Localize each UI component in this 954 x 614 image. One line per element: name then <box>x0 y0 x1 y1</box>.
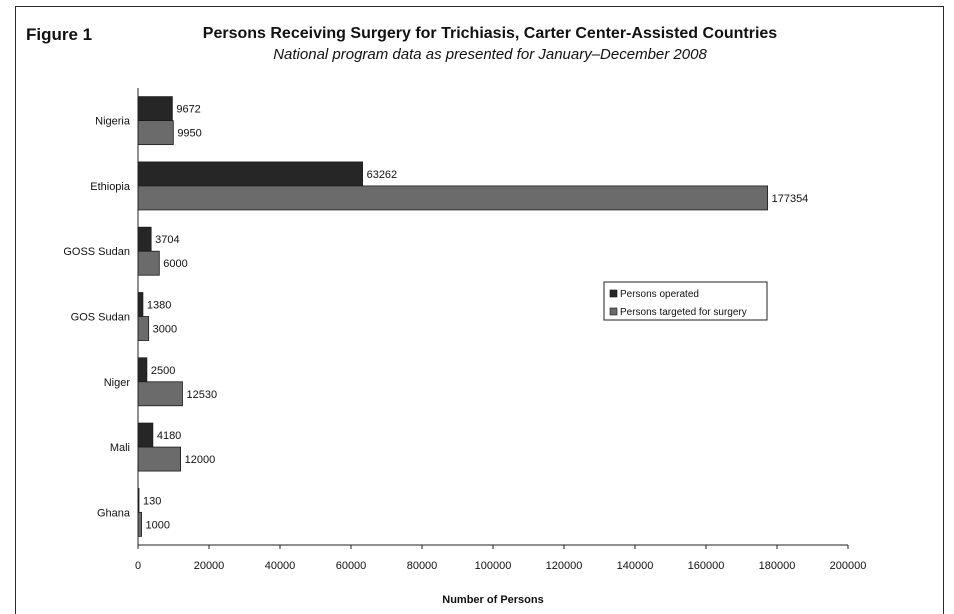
bar-targeted <box>137 120 174 146</box>
category-label: Niger <box>104 377 131 389</box>
category-label: Ethiopia <box>90 181 131 193</box>
data-label: 1380 <box>147 300 171 312</box>
figure-label: Figure 1 <box>26 25 93 44</box>
data-label: 130 <box>143 495 161 507</box>
x-tick-label: 140000 <box>617 560 654 572</box>
x-tick-label: 80000 <box>407 560 438 572</box>
x-tick-label: 180000 <box>759 560 796 572</box>
legend-label: Persons operated <box>620 289 699 300</box>
x-tick-label: 0 <box>135 560 141 572</box>
legend-label: Persons targeted for surgery <box>620 307 747 318</box>
category-label: Ghana <box>97 507 131 519</box>
bar-operated <box>137 292 144 317</box>
x-axis-title: Number of Persons <box>442 594 543 606</box>
category-label: Nigeria <box>95 116 131 128</box>
category-label: GOS Sudan <box>71 312 130 324</box>
x-tick-label: 160000 <box>688 560 725 572</box>
x-tick-label: 40000 <box>265 560 296 572</box>
x-tick-label: 120000 <box>546 560 583 572</box>
bar-targeted <box>137 250 160 276</box>
data-label: 9950 <box>177 128 201 140</box>
data-label: 4180 <box>157 430 181 442</box>
bar-operated <box>137 422 154 448</box>
bar-operated <box>137 96 173 122</box>
bar-targeted <box>137 381 183 407</box>
data-label: 3704 <box>155 234 179 246</box>
x-tick-label: 60000 <box>336 560 367 572</box>
bar-operated <box>137 161 363 187</box>
bar-targeted <box>137 316 150 341</box>
legend-swatch-targeted <box>609 307 618 316</box>
bar-targeted <box>137 185 769 211</box>
bar-targeted <box>137 446 181 472</box>
bar-targeted <box>137 511 142 537</box>
legend-box <box>603 281 768 321</box>
chart-title: Persons Receiving Surgery for Trichiasis… <box>202 25 778 42</box>
data-label: 3000 <box>153 324 177 336</box>
bar-operated <box>137 357 148 383</box>
data-label: 1000 <box>146 519 170 531</box>
x-tick-label: 20000 <box>194 560 225 572</box>
x-tick-label: 100000 <box>475 560 512 572</box>
data-label: 12000 <box>185 454 216 466</box>
chart-subtitle: National program data as presented for J… <box>273 46 707 63</box>
data-label: 2500 <box>151 365 175 377</box>
data-label: 63262 <box>367 169 398 181</box>
category-label: Mali <box>110 442 130 454</box>
category-label: GOSS Sudan <box>63 246 130 258</box>
data-label: 9672 <box>176 104 200 116</box>
data-label: 12530 <box>186 389 217 401</box>
data-label: 177354 <box>772 193 809 205</box>
bar-operated <box>137 226 152 252</box>
x-tick-label: 200000 <box>830 560 867 572</box>
data-label: 6000 <box>163 258 187 270</box>
legend-swatch-operated <box>609 289 618 298</box>
